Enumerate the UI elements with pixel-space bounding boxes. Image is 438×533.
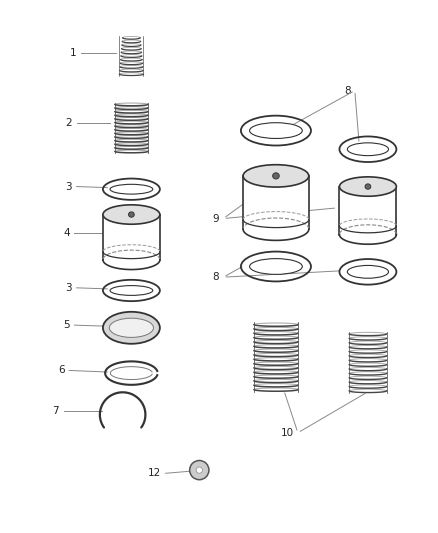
Text: 1: 1 bbox=[70, 49, 77, 58]
Bar bbox=[103, 215, 160, 260]
Ellipse shape bbox=[347, 143, 389, 156]
Ellipse shape bbox=[196, 467, 202, 473]
Ellipse shape bbox=[243, 165, 309, 187]
Text: 2: 2 bbox=[66, 118, 72, 127]
Ellipse shape bbox=[110, 318, 153, 337]
Ellipse shape bbox=[110, 184, 153, 194]
Ellipse shape bbox=[110, 286, 153, 295]
Text: 9: 9 bbox=[212, 214, 219, 223]
Ellipse shape bbox=[250, 259, 302, 274]
Ellipse shape bbox=[365, 184, 371, 189]
Ellipse shape bbox=[250, 123, 302, 139]
Ellipse shape bbox=[103, 312, 160, 344]
Text: 6: 6 bbox=[58, 366, 65, 375]
Ellipse shape bbox=[103, 205, 160, 224]
Text: 8: 8 bbox=[344, 86, 350, 95]
Bar bbox=[339, 187, 396, 235]
Bar bbox=[243, 176, 309, 229]
Text: 8: 8 bbox=[212, 272, 219, 282]
Ellipse shape bbox=[190, 461, 209, 480]
Ellipse shape bbox=[339, 177, 396, 196]
Text: 5: 5 bbox=[64, 320, 70, 330]
Text: 4: 4 bbox=[64, 229, 70, 238]
Text: 3: 3 bbox=[66, 182, 72, 191]
Ellipse shape bbox=[272, 173, 279, 179]
Text: 10: 10 bbox=[280, 428, 293, 438]
Text: 3: 3 bbox=[66, 283, 72, 293]
Ellipse shape bbox=[129, 212, 134, 217]
Text: 12: 12 bbox=[148, 469, 161, 478]
Text: 7: 7 bbox=[53, 407, 59, 416]
Ellipse shape bbox=[347, 265, 389, 278]
